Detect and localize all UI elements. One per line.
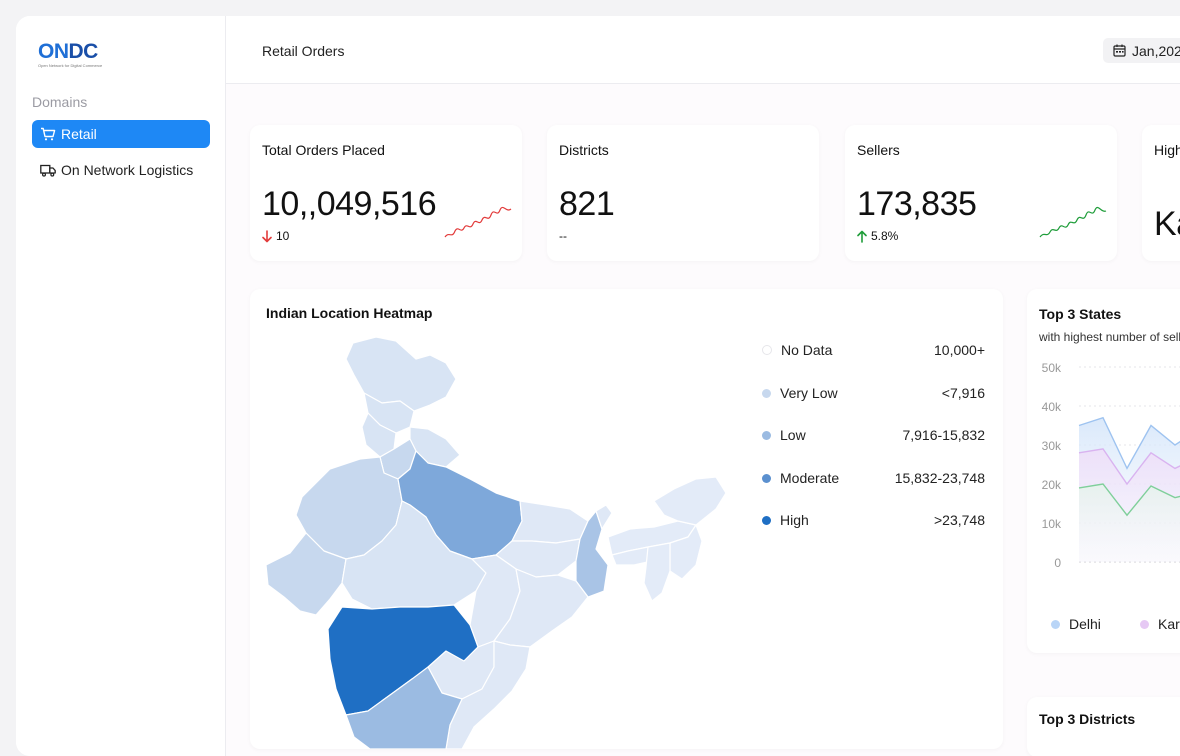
legend-name: Karnataka xyxy=(1158,616,1180,632)
domains-section-label: Domains xyxy=(32,94,88,110)
kpi-value: 10,,049,516 xyxy=(262,185,437,223)
legend-name: High xyxy=(780,512,809,528)
y-tick-label: 20k xyxy=(1041,478,1061,492)
sidebar-item-label: On Network Logistics xyxy=(61,162,194,178)
kpi-card-districts: Districts 821 -- xyxy=(547,125,819,261)
kpi-change: 5.8% xyxy=(857,229,898,243)
logo-tagline: Open Network for Digital Commerce xyxy=(38,63,103,68)
series-line-0 xyxy=(1078,416,1180,470)
legend-item-moderate: Moderate 15,832-23,748 xyxy=(762,470,985,486)
legend-item-low: Low 7,916-15,832 xyxy=(762,427,985,443)
legend-dot xyxy=(762,388,771,398)
legend-range: <7,916 xyxy=(941,385,985,401)
series-line-2 xyxy=(1078,483,1180,517)
india-map[interactable] xyxy=(250,329,750,749)
y-tick-label: 10k xyxy=(1041,517,1061,531)
app-window: ONDC Open Network for Digital Commerce D… xyxy=(16,16,1180,756)
date-picker-button[interactable]: Jan,2024 xyxy=(1103,38,1180,63)
cart-icon xyxy=(40,127,56,141)
kpi-change: 10 xyxy=(262,229,289,243)
arrow-down-icon xyxy=(262,229,272,243)
legend-range: >23,748 xyxy=(934,512,985,528)
calendar-icon xyxy=(1113,44,1126,57)
kpi-change-value: -- xyxy=(559,229,567,243)
area-chart xyxy=(1078,366,1180,563)
top-districts-title: Top 3 Districts xyxy=(1039,711,1136,727)
kpi-label: Districts xyxy=(559,142,609,158)
legend-name: Moderate xyxy=(780,470,840,486)
legend-name: Very Low xyxy=(780,385,838,401)
map-state-nagaland-manipur xyxy=(669,524,703,580)
kpi-card-highest: Highest Orders Karnataka xyxy=(1142,125,1180,261)
kpi-card-total-orders: Total Orders Placed 10,,049,516 10 xyxy=(250,125,522,261)
y-tick-label: 50k xyxy=(1041,361,1061,375)
ondc-logo: ONDC Open Network for Digital Commerce xyxy=(38,40,118,68)
kpi-label: Total Orders Placed xyxy=(262,142,385,158)
legend-dot xyxy=(762,430,771,440)
map-state-gujarat xyxy=(265,532,347,616)
sidebar-item-label: Retail xyxy=(61,126,97,142)
sidebar-item-logistics[interactable]: On Network Logistics xyxy=(32,156,210,184)
top-header: Retail Orders Jan,2024 xyxy=(226,16,1180,84)
y-tick-label: 0 xyxy=(1054,556,1061,570)
arrow-up-icon xyxy=(857,230,867,243)
y-tick-label: 30k xyxy=(1041,439,1061,453)
kpi-card-sellers: Sellers 173,835 5.8% xyxy=(845,125,1117,261)
sidebar-item-retail[interactable]: Retail xyxy=(32,120,210,148)
legend-dot xyxy=(1140,619,1149,629)
sparkline-sellers xyxy=(1039,206,1107,238)
heatmap-title: Indian Location Heatmap xyxy=(266,305,433,321)
legend-range: 7,916-15,832 xyxy=(902,427,985,443)
series-area-2 xyxy=(1079,484,1180,562)
legend-dot xyxy=(762,515,771,525)
page-title: Retail Orders xyxy=(262,43,345,59)
y-tick-label: 40k xyxy=(1041,400,1061,414)
map-state-odisha xyxy=(493,568,589,648)
top-states-subtitle: with highest number of sellers xyxy=(1039,330,1180,344)
legend-item-high: High >23,748 xyxy=(762,512,985,528)
map-state-arunachal xyxy=(653,476,727,526)
map-state-bihar xyxy=(511,500,589,544)
top-districts-card: Top 3 Districts xyxy=(1027,697,1180,756)
kpi-change-value: 5.8% xyxy=(871,229,899,243)
main-content: Retail Orders Jan,2024 Total Orders Plac… xyxy=(226,16,1180,756)
legend-range: 10,000+ xyxy=(934,342,985,358)
legend-item-no-data: No Data 10,000+ xyxy=(762,342,985,358)
kpi-label: Sellers xyxy=(857,142,900,158)
legend-name: Low xyxy=(780,427,806,443)
map-state-sikkim xyxy=(595,504,613,530)
sparkline-orders xyxy=(444,206,512,238)
kpi-value: 821 xyxy=(559,185,615,223)
legend-item-very-low: Very Low <7,916 xyxy=(762,385,985,401)
sidebar: ONDC Open Network for Digital Commerce D… xyxy=(16,16,226,756)
legend-item-karnataka: Karnataka xyxy=(1140,616,1180,632)
legend-name: No Data xyxy=(781,342,833,358)
legend-item-delhi: Delhi xyxy=(1051,616,1101,632)
date-label: Jan,2024 xyxy=(1132,42,1180,59)
top-states-card: Top 3 States with highest number of sell… xyxy=(1027,289,1180,653)
legend-range: 15,832-23,748 xyxy=(894,470,985,486)
truck-icon xyxy=(40,163,56,177)
map-state-wb xyxy=(575,510,609,598)
map-state-jk xyxy=(345,336,457,412)
kpi-value: Karnataka xyxy=(1154,205,1180,243)
heatmap-card: Indian Location Heatmap xyxy=(250,289,1003,749)
legend-dot xyxy=(762,345,772,355)
map-state-tripura-mizoram xyxy=(643,542,671,602)
kpi-value: 173,835 xyxy=(857,185,977,223)
legend-dot xyxy=(762,473,771,483)
legend-dot xyxy=(1051,619,1060,629)
series-line-1 xyxy=(1078,448,1180,486)
kpi-label: Highest Orders xyxy=(1154,142,1180,158)
legend-name: Delhi xyxy=(1069,616,1101,632)
kpi-change-value: 10 xyxy=(276,229,290,243)
top-states-title: Top 3 States xyxy=(1039,306,1122,322)
